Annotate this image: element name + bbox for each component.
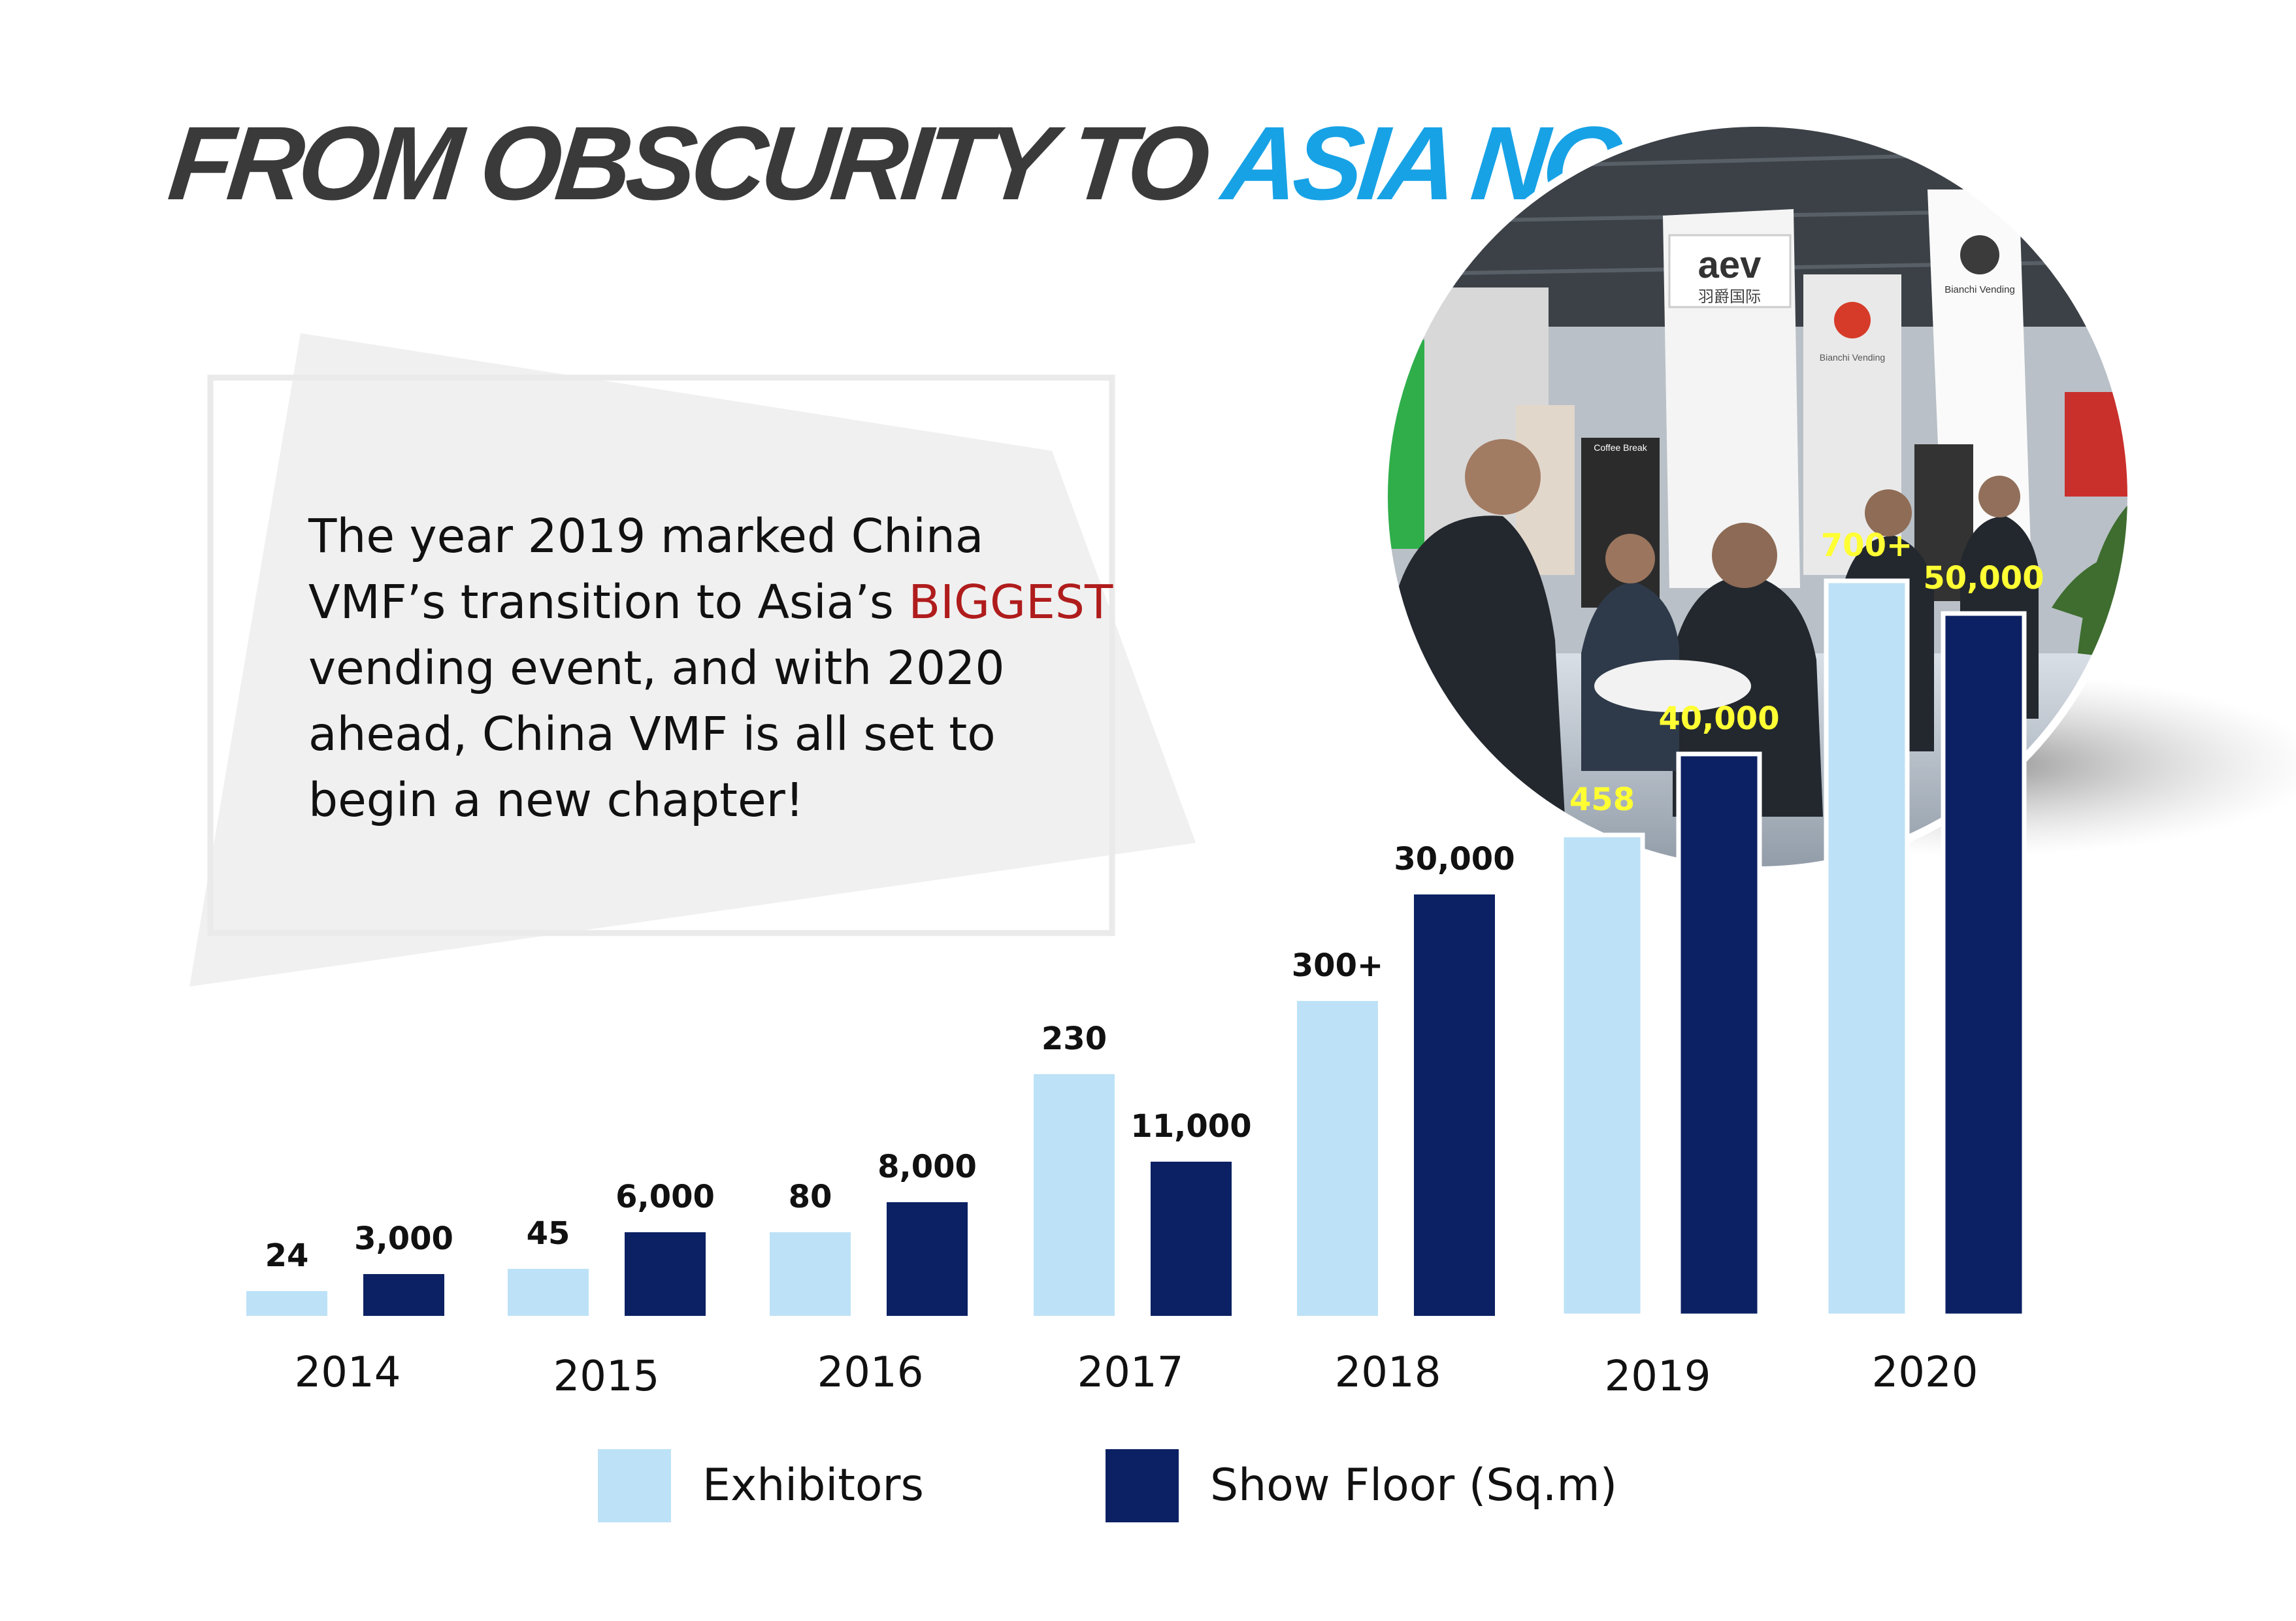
bar-show-floor-2020 (1941, 611, 2027, 1318)
value-label-exhibitors-2019: 458 (1569, 781, 1635, 818)
legend-label-exhibitors: Exhibitors (702, 1460, 924, 1511)
intro-text-start: The year 2019 marked China VMF’s transit… (308, 509, 984, 629)
bar-exhibitors-2019 (1559, 832, 1645, 1318)
value-label-exhibitors-2015: 45 (527, 1215, 570, 1252)
bar-show-floor-2019 (1676, 751, 1762, 1318)
value-labels-layer: 24 3,000 45 6,000 80 8,000 230 11,000 300+ 30,000… (265, 527, 2044, 1274)
coffee-break-text: Coffee Break (1594, 442, 1647, 453)
bar-exhibitors-2018 (1297, 1001, 1378, 1316)
category-label-2019: 2019 (1605, 1352, 1711, 1401)
bar-exhibitors-2015 (508, 1269, 589, 1316)
category-label-2020: 2020 (1872, 1349, 1978, 1397)
aev-sign (1668, 234, 1792, 308)
panel-frame (207, 374, 1115, 936)
value-label-exhibitors-2017: 230 (1041, 1021, 1107, 1057)
bar-show-floor-2016 (887, 1202, 968, 1316)
value-label-show-floor-2019: 40,000 (1658, 700, 1779, 737)
value-label-exhibitors-2018: 300+ (1292, 947, 1383, 984)
intro-text-end: vending event, and with 2020 ahead, Chin… (308, 641, 1005, 827)
legend-swatch-show-floor (1106, 1449, 1179, 1522)
value-label-exhibitors-2020: 700+ (1821, 527, 1912, 564)
category-label-2016: 2016 (817, 1349, 924, 1397)
grey-panel-shape (189, 333, 1196, 987)
value-label-show-floor-2014: 3,000 (354, 1220, 453, 1257)
bar-exhibitors-2017 (1034, 1074, 1115, 1316)
category-label-2018: 2018 (1335, 1349, 1441, 1397)
value-label-exhibitors-2016: 80 (789, 1179, 832, 1215)
intro-paragraph: The year 2019 marked China VMF’s transit… (308, 503, 1125, 833)
value-label-show-floor-2016: 8,000 (877, 1149, 977, 1185)
legend-swatch-exhibitors (598, 1449, 671, 1522)
value-label-show-floor-2015: 6,000 (615, 1179, 715, 1215)
bar-show-floor-2015 (625, 1232, 706, 1316)
bar-exhibitors-2016 (770, 1232, 851, 1316)
value-label-show-floor-2018: 30,000 (1394, 841, 1515, 877)
bianchi-text-2: Bianchi Vending (1944, 284, 2015, 295)
category-label-2014: 2014 (295, 1349, 401, 1397)
bar-exhibitors-2014 (246, 1291, 327, 1316)
category-label-2015: 2015 (553, 1352, 660, 1401)
value-label-exhibitors-2014: 24 (265, 1237, 309, 1274)
bars-layer (246, 578, 2027, 1318)
bianchi-text-1: Bianchi Vending (1820, 352, 1885, 363)
white-table (1594, 660, 1751, 712)
category-labels-layer: 2014 2015 2016 2017 2018 2019 2020 (295, 1349, 1978, 1401)
bar-show-floor-2017 (1151, 1162, 1232, 1316)
event-photo: aev 羽爵国际 Bianchi Vending Bianchi Vending… (1384, 123, 2131, 870)
intro-highlight: BIGGEST (908, 575, 1113, 629)
category-label-2017: 2017 (1077, 1349, 1184, 1397)
bar-show-floor-2018 (1414, 894, 1495, 1316)
value-label-show-floor-2017: 11,000 (1130, 1108, 1251, 1145)
legend-label-show-floor: Show Floor (Sq.m) (1210, 1460, 1618, 1511)
value-label-show-floor-2020: 50,000 (1923, 560, 2044, 597)
coffee-machine (1581, 438, 1660, 608)
bar-exhibitors-2020 (1824, 578, 1910, 1318)
bianchi-logo-red (1834, 302, 1871, 338)
bar-show-floor-2014 (363, 1274, 444, 1316)
aev-logo-text: aev (1698, 244, 1762, 286)
aev-chinese-text: 羽爵国际 (1698, 287, 1761, 306)
bianchi-logo-dark (1960, 235, 1999, 274)
